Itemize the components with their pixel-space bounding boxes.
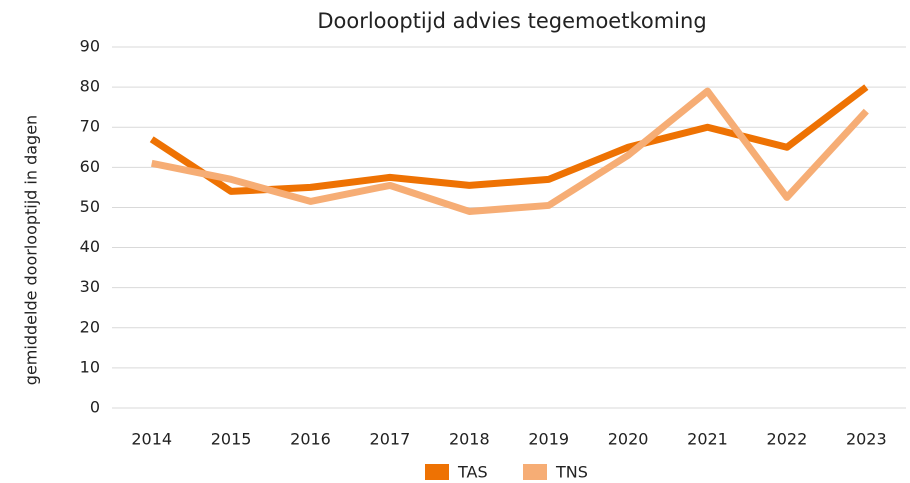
line-series [151,87,869,215]
x-tick-label: 2020 [608,430,649,449]
y-tick-label: 20 [80,317,100,336]
y-tick-label: 50 [80,197,100,216]
x-tick-label: 2018 [449,430,490,449]
y-tick-label: 30 [80,277,100,296]
chart-title: Doorlooptijd advies tegemoetkoming [317,9,706,33]
x-tick-label: 2021 [687,430,728,449]
x-tick-label: 2015 [211,430,252,449]
legend-label: TNS [555,463,588,482]
y-tick-label: 10 [80,357,100,376]
legend-label: TAS [457,463,488,482]
x-tick-label: 2023 [846,430,887,449]
y-tick-label: 0 [90,398,100,417]
y-tick-label: 90 [80,37,100,56]
y-tick-label: 70 [80,117,100,136]
x-tick-label: 2017 [370,430,411,449]
y-axis-label: gemiddelde doorlooptijd in dagen [22,115,41,385]
y-tick-label: 40 [80,237,100,256]
legend-swatch [425,464,449,480]
line-series [149,84,869,195]
x-tick-label: 2019 [528,430,569,449]
y-tick-label: 60 [80,157,100,176]
x-tick-label: 2022 [767,430,808,449]
legend-swatch [523,464,547,480]
x-tick-label: 2014 [131,430,172,449]
x-tick-label: 2016 [290,430,331,449]
y-tick-label: 80 [80,77,100,96]
